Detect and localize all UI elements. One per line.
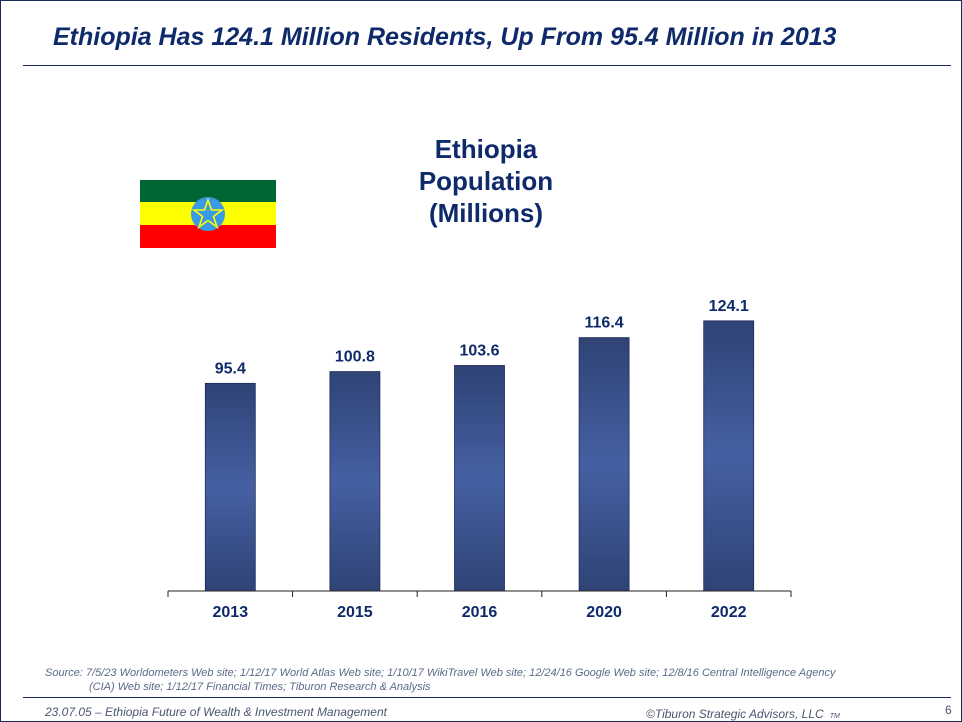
- bar: [703, 320, 755, 592]
- chart-title: Ethiopia Population (Millions): [381, 133, 591, 229]
- data-label: 103.6: [459, 342, 499, 359]
- slide-title: Ethiopia Has 124.1 Million Residents, Up…: [53, 23, 837, 51]
- page-number: 6: [945, 703, 952, 717]
- chart-title-line: Population: [418, 166, 554, 196]
- source-note: Source: 7/5/23 Worldometers Web site; 1/…: [45, 666, 925, 694]
- chart-title-line: (Millions): [428, 198, 544, 228]
- ethiopia-flag-icon: [140, 180, 276, 248]
- footer-right: ©Tiburon Strategic Advisors, LLC TM: [646, 707, 840, 721]
- x-tick-label: 2020: [586, 604, 622, 621]
- data-label: 100.8: [335, 349, 375, 366]
- bar-chart: 95.4 100.8 103.6 116.4 124.1 2013 2015 2016 202…: [167, 298, 792, 621]
- data-label: 95.4: [215, 360, 246, 377]
- x-tick-label: 2016: [462, 604, 498, 621]
- x-tick-label: 2013: [213, 604, 249, 621]
- title-divider: [23, 65, 951, 66]
- data-label: 116.4: [585, 315, 624, 332]
- footer-divider: [23, 697, 951, 698]
- copyright: ©Tiburon Strategic Advisors, LLC: [646, 707, 824, 721]
- bar: [329, 371, 381, 592]
- footer-left: 23.07.05 – Ethiopia Future of Wealth & I…: [45, 705, 387, 719]
- chart-title-line: Ethiopia: [434, 134, 538, 164]
- bar: [578, 337, 630, 592]
- data-label: 124.1: [709, 298, 749, 315]
- source-line: (CIA) Web site; 1/12/17 Financial Times;…: [89, 681, 431, 693]
- bar: [454, 365, 505, 592]
- x-tick-label: 2022: [711, 604, 747, 621]
- source-line: Source: 7/5/23 Worldometers Web site; 1/…: [45, 667, 836, 679]
- bar: [204, 382, 256, 592]
- x-tick-label: 2015: [337, 604, 373, 621]
- trademark: TM: [829, 713, 840, 720]
